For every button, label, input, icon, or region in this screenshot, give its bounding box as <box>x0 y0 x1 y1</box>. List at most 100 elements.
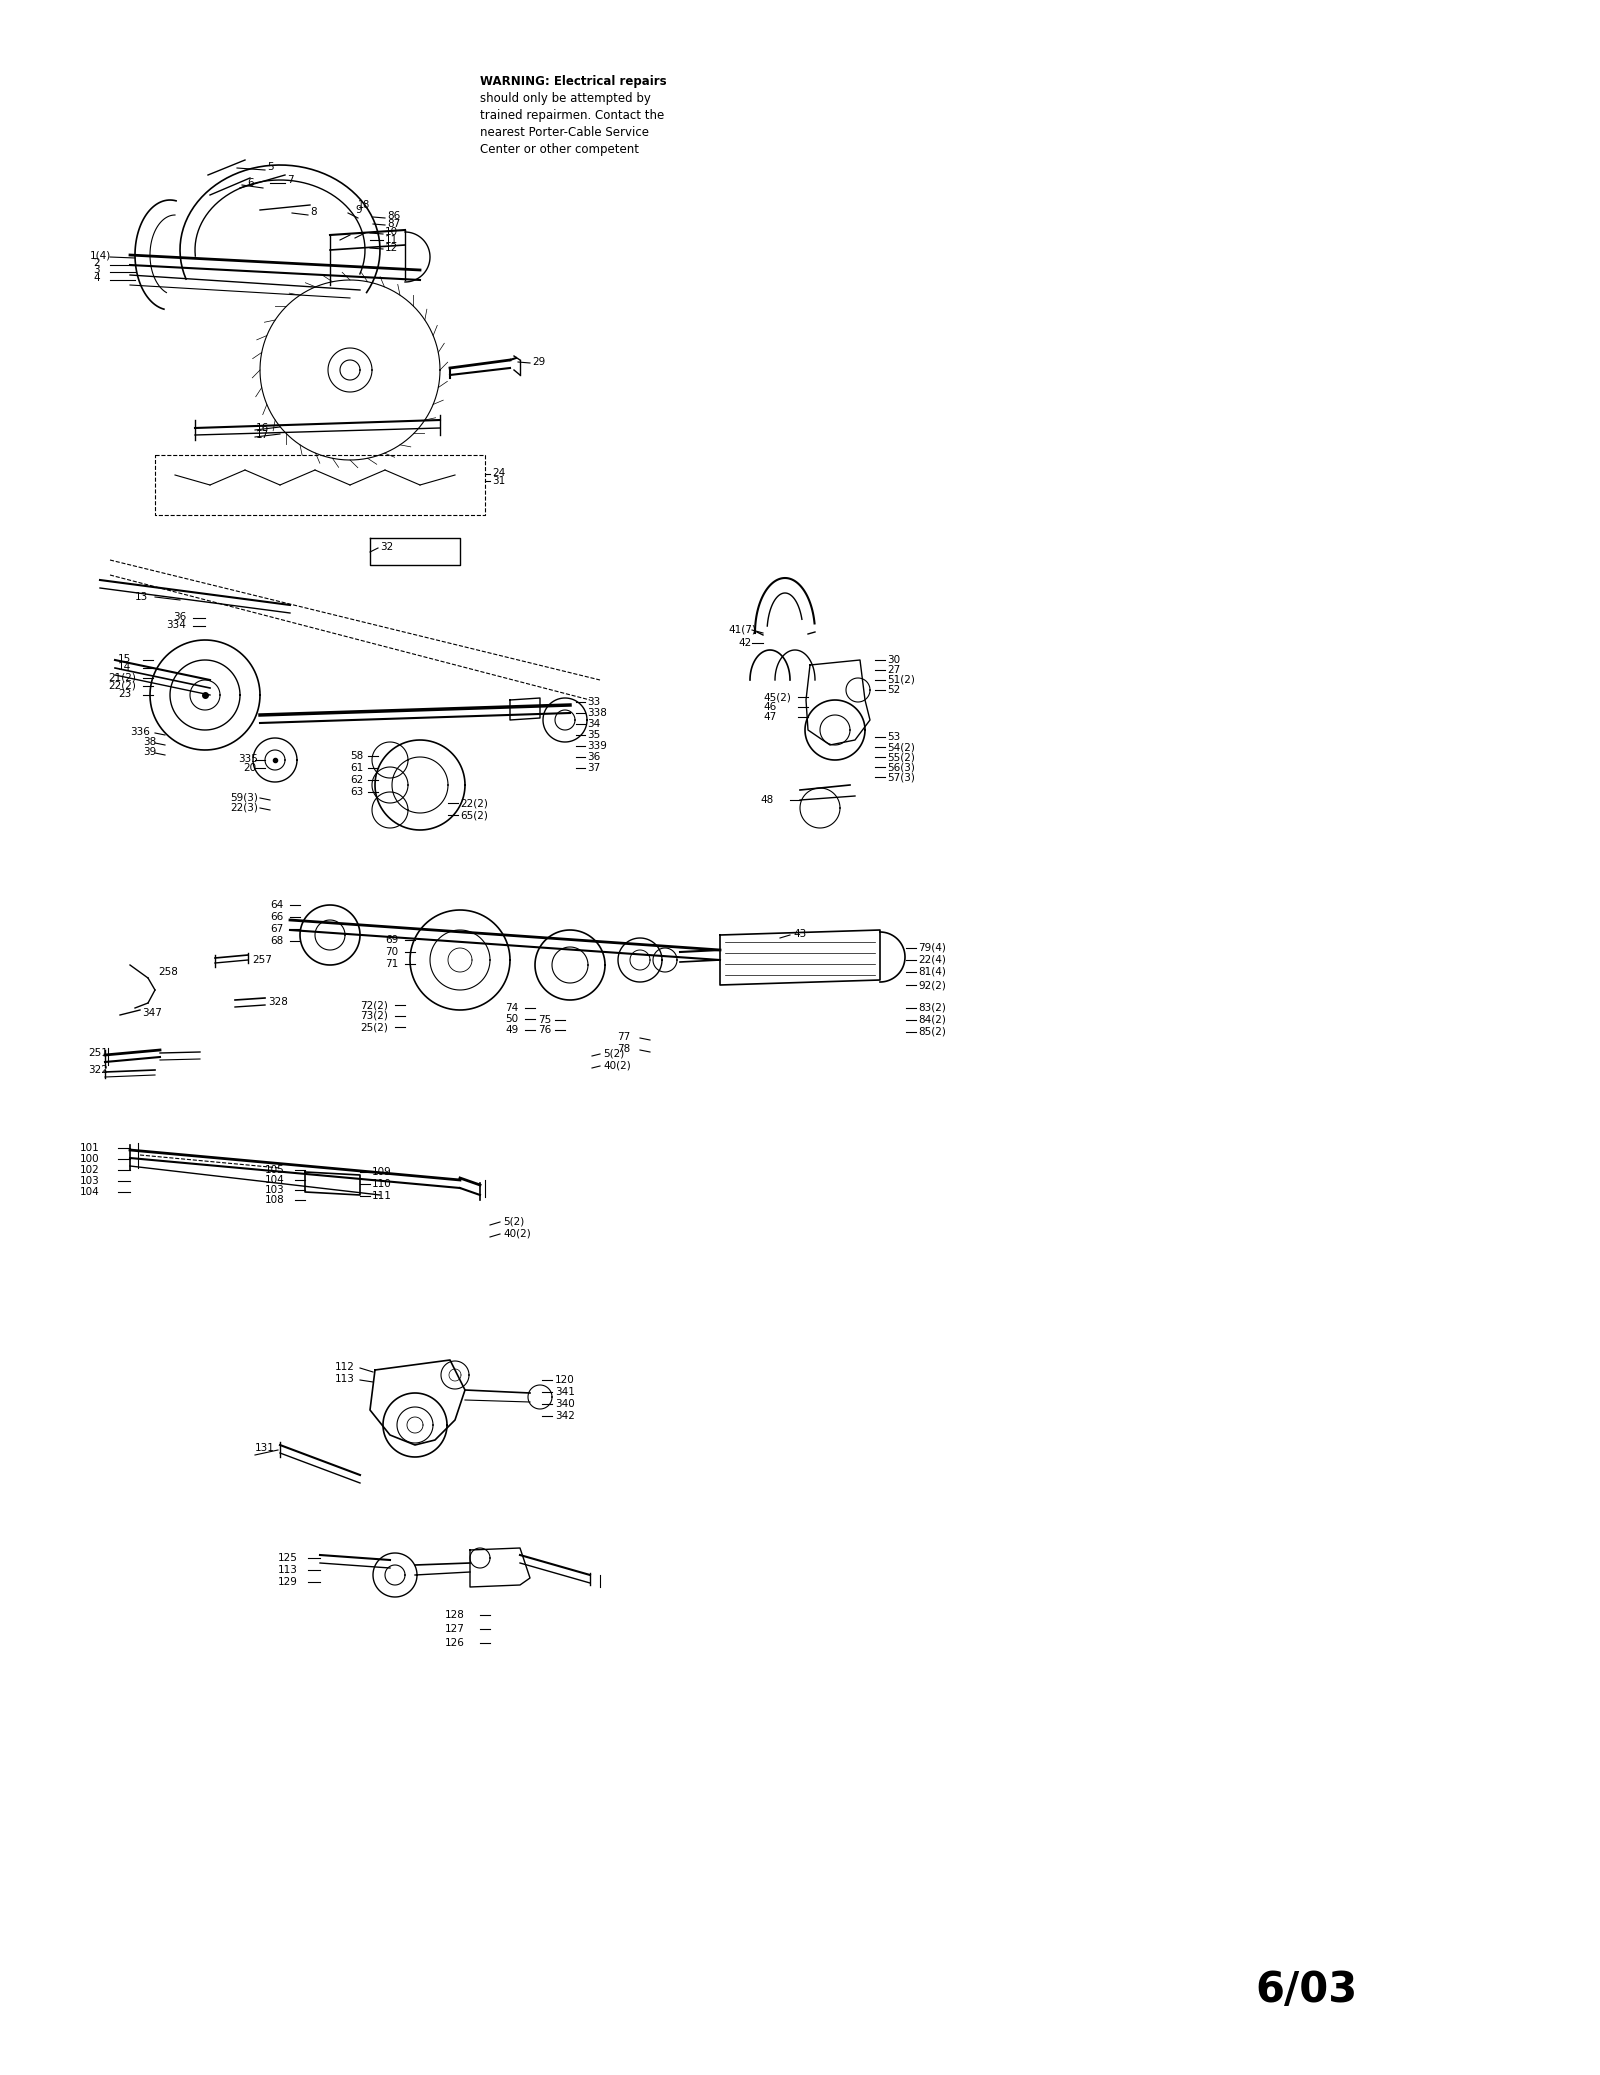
Text: 86: 86 <box>387 212 400 222</box>
Text: Center or other competent: Center or other competent <box>480 143 638 156</box>
Text: 22(2): 22(2) <box>461 799 488 807</box>
Text: 340: 340 <box>555 1399 574 1409</box>
Text: 83(2): 83(2) <box>918 1002 946 1013</box>
Text: 43: 43 <box>794 930 806 940</box>
Text: 51(2): 51(2) <box>886 674 915 685</box>
Text: 17: 17 <box>256 430 269 440</box>
Text: 75: 75 <box>538 1015 552 1025</box>
Text: 131: 131 <box>254 1442 275 1452</box>
Text: 77: 77 <box>618 1031 630 1042</box>
Text: 58: 58 <box>350 751 363 762</box>
Text: 8: 8 <box>310 208 317 218</box>
Text: 38: 38 <box>142 737 157 747</box>
Text: 14: 14 <box>118 662 131 672</box>
Text: 335: 335 <box>238 753 258 764</box>
Text: 40(2): 40(2) <box>502 1228 531 1239</box>
Text: 30: 30 <box>886 656 901 664</box>
Text: 87: 87 <box>387 220 400 228</box>
Text: 27: 27 <box>886 664 901 674</box>
Text: 5(2): 5(2) <box>603 1048 624 1058</box>
Text: 56(3): 56(3) <box>886 762 915 772</box>
Text: 63: 63 <box>350 786 363 797</box>
Text: 50: 50 <box>506 1015 518 1023</box>
Text: 126: 126 <box>445 1637 466 1648</box>
Text: 64: 64 <box>270 901 283 911</box>
Text: 71: 71 <box>386 959 398 969</box>
Text: 22(3): 22(3) <box>230 803 258 811</box>
Text: 9: 9 <box>355 205 362 216</box>
Text: 32: 32 <box>381 542 394 552</box>
Text: 334: 334 <box>166 620 186 631</box>
Text: 11: 11 <box>386 234 398 245</box>
Text: 22(4): 22(4) <box>918 954 946 965</box>
Text: 347: 347 <box>142 1008 162 1019</box>
Text: 336: 336 <box>130 726 150 737</box>
Text: 37: 37 <box>587 764 600 774</box>
Text: trained repairmen. Contact the: trained repairmen. Contact the <box>480 110 664 122</box>
Text: 15: 15 <box>118 654 131 664</box>
Text: 57(3): 57(3) <box>886 772 915 782</box>
Text: 69: 69 <box>386 936 398 944</box>
Text: 42: 42 <box>738 637 752 647</box>
Text: 36: 36 <box>587 751 600 762</box>
Text: 10: 10 <box>386 226 398 237</box>
Text: 41(7): 41(7) <box>728 625 755 635</box>
Text: 108: 108 <box>266 1195 285 1206</box>
Text: 35: 35 <box>587 730 600 741</box>
Text: 5: 5 <box>267 162 274 172</box>
Text: 55(2): 55(2) <box>886 751 915 762</box>
Text: 36: 36 <box>173 612 186 622</box>
Text: 113: 113 <box>334 1374 355 1384</box>
Text: 45(2): 45(2) <box>763 691 790 701</box>
Text: 342: 342 <box>555 1411 574 1421</box>
Text: 68: 68 <box>270 936 283 946</box>
Text: WARNING: Electrical repairs: WARNING: Electrical repairs <box>480 75 667 87</box>
Text: 1(4): 1(4) <box>90 249 112 259</box>
Text: 85(2): 85(2) <box>918 1027 946 1038</box>
Text: 125: 125 <box>278 1552 298 1562</box>
Text: 39: 39 <box>142 747 157 757</box>
Text: 7: 7 <box>286 174 294 185</box>
Text: 103: 103 <box>80 1177 99 1187</box>
Text: 111: 111 <box>371 1191 392 1201</box>
Text: 5(2): 5(2) <box>502 1216 525 1226</box>
Text: 65(2): 65(2) <box>461 809 488 820</box>
Text: 22(2): 22(2) <box>109 681 136 691</box>
Text: 3: 3 <box>93 266 99 276</box>
Text: 61: 61 <box>350 764 363 774</box>
Text: 110: 110 <box>371 1179 392 1189</box>
Text: should only be attempted by: should only be attempted by <box>480 91 651 106</box>
Text: 341: 341 <box>555 1386 574 1396</box>
Text: 33: 33 <box>587 697 600 708</box>
Text: 78: 78 <box>618 1044 630 1054</box>
Text: 105: 105 <box>266 1164 285 1174</box>
Text: 31: 31 <box>493 475 506 486</box>
Text: 62: 62 <box>350 774 363 784</box>
Text: 112: 112 <box>334 1361 355 1372</box>
Text: 127: 127 <box>445 1625 466 1633</box>
Text: 52: 52 <box>886 685 901 695</box>
Text: 20: 20 <box>243 764 256 774</box>
Text: 92(2): 92(2) <box>918 979 946 990</box>
Text: 54(2): 54(2) <box>886 743 915 751</box>
Text: 103: 103 <box>266 1185 285 1195</box>
Text: 46: 46 <box>763 701 776 712</box>
Text: 24: 24 <box>493 469 506 477</box>
Text: 81(4): 81(4) <box>918 967 946 977</box>
Text: 322: 322 <box>88 1064 107 1075</box>
Text: 104: 104 <box>266 1174 285 1185</box>
Text: 6/03: 6/03 <box>1254 1969 1357 2011</box>
Text: 66: 66 <box>270 913 283 921</box>
Text: 76: 76 <box>538 1025 552 1035</box>
Text: 47: 47 <box>763 712 776 722</box>
Text: 49: 49 <box>506 1025 518 1035</box>
Text: 53: 53 <box>886 732 901 743</box>
Text: 109: 109 <box>371 1166 392 1177</box>
Text: 34: 34 <box>587 720 600 728</box>
Text: 73(2): 73(2) <box>360 1011 387 1021</box>
Text: 84(2): 84(2) <box>918 1015 946 1025</box>
Text: 48: 48 <box>760 795 773 805</box>
Text: 79(4): 79(4) <box>918 942 946 952</box>
Text: 74: 74 <box>506 1002 518 1013</box>
Text: 13: 13 <box>134 591 149 602</box>
